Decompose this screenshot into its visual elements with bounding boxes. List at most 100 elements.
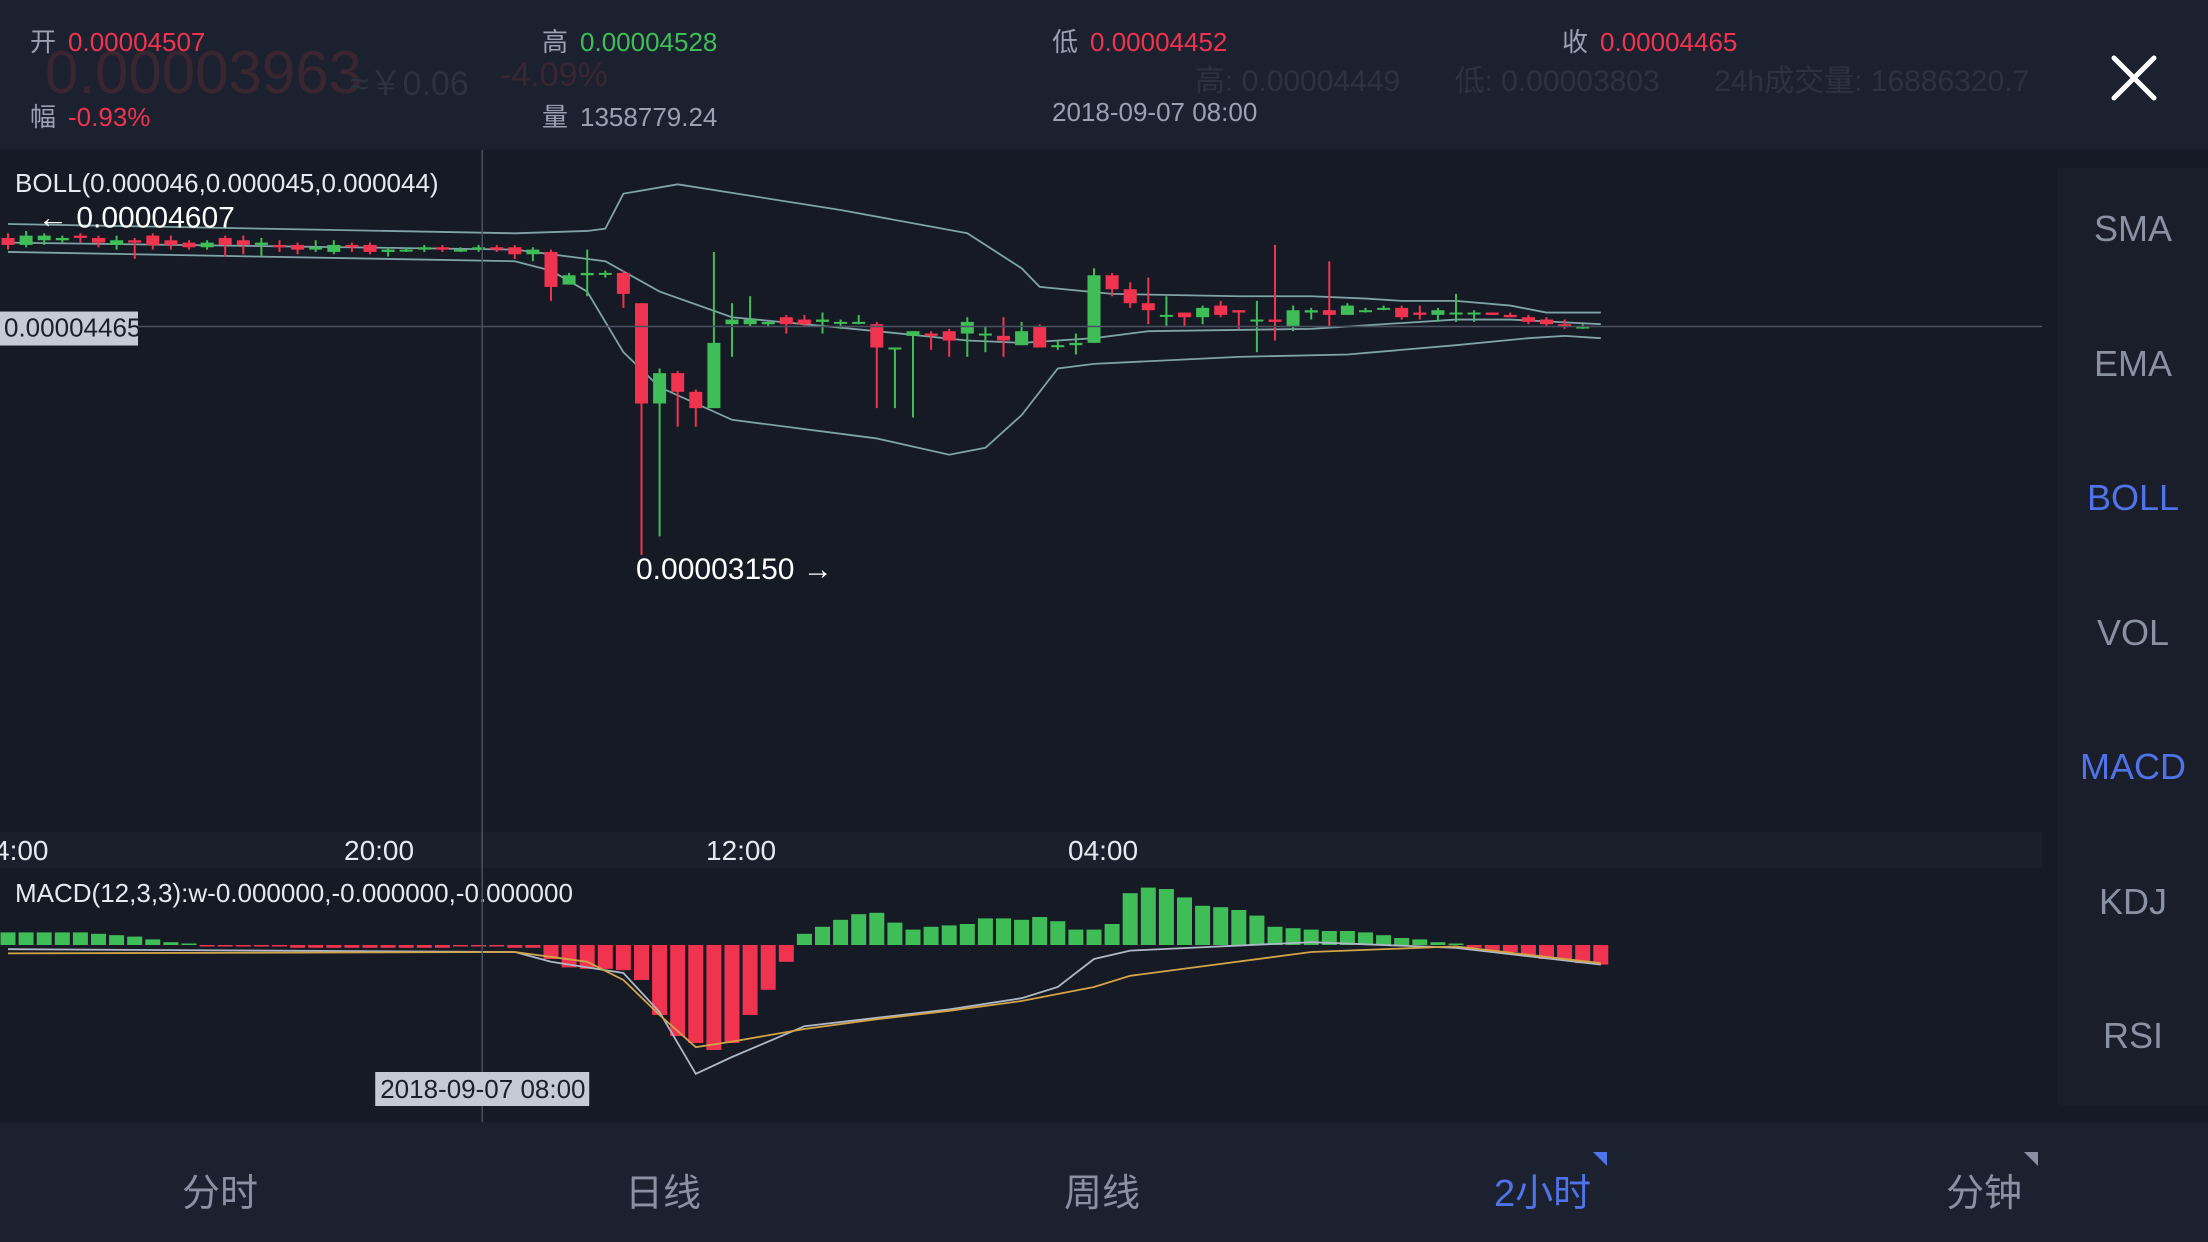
macd-bar [1195, 905, 1211, 945]
candle-body [1268, 319, 1282, 322]
period-timeline-label: 分时 [182, 1173, 259, 1215]
candle-body [834, 321, 848, 324]
candle-body [1449, 312, 1463, 315]
macd-bar [1484, 945, 1500, 951]
candle-body [671, 373, 685, 392]
candle-body [870, 324, 884, 348]
macd-bar [1231, 910, 1247, 945]
macd-bar [1086, 929, 1102, 945]
volume-label: 量 [542, 102, 569, 132]
candle-body [1503, 314, 1517, 318]
macd-bar [1376, 935, 1392, 945]
macd-bar [1068, 929, 1084, 945]
period-weekly[interactable]: 周线 [1064, 1162, 1140, 1217]
candle-body [92, 237, 105, 243]
amplitude-stat: 幅 -0.93% [30, 97, 150, 134]
macd-bar [1285, 928, 1301, 945]
macd-bar [380, 945, 396, 948]
candle-body [1196, 307, 1210, 318]
open-label: 开 [30, 27, 57, 57]
indicator-vol[interactable]: VOL [2096, 612, 2170, 653]
macd-bar [1140, 887, 1156, 945]
candle-body [816, 319, 829, 322]
candle-body [797, 319, 811, 325]
macd-bar [815, 926, 830, 945]
candle-body [1033, 326, 1047, 348]
period-2hour[interactable]: 2小时 [1494, 1152, 1608, 1217]
candle-body [381, 249, 395, 252]
x-tick-label: 4:00 [0, 835, 49, 866]
ghost-low: 低: 0.00003803 [1454, 65, 1660, 98]
candle-body [598, 272, 612, 275]
period-minute-label: 分钟 [1946, 1173, 2023, 1215]
period-weekly-label: 周线 [1064, 1173, 1141, 1215]
indicator-panel: SMA EMA BOLL VOL MACD KDJ RSI [2058, 168, 2208, 1106]
indicator-macd[interactable]: MACD [2080, 746, 2186, 787]
candle-body [1340, 305, 1354, 315]
indicator-kdj[interactable]: KDJ [2098, 881, 2167, 922]
candle-body [1051, 345, 1065, 348]
period-2hour-label: 2小时 [1494, 1173, 1592, 1215]
macd-bar [1104, 924, 1120, 945]
macd-bar [724, 945, 740, 1043]
macd-label: MACD(12,3,3):w-0.000000,-0.000000,-0.000… [15, 878, 573, 908]
high-value: 0.00004528 [580, 27, 718, 57]
macd-bar [833, 919, 849, 945]
indicator-boll[interactable]: BOLL [2086, 477, 2180, 518]
indicator-ema[interactable]: EMA [2093, 343, 2172, 384]
macd-bar [1394, 938, 1410, 945]
candle-body [562, 275, 576, 285]
close-label: 收 [1562, 27, 1589, 57]
low-label: 低 [1052, 27, 1079, 57]
macd-bar [977, 918, 993, 945]
current-price-tag-bg [0, 311, 138, 346]
macd-bar [489, 945, 505, 947]
period-minute[interactable]: 分钟 [1946, 1152, 2039, 1217]
candle-body [1521, 317, 1535, 322]
close-icon[interactable] [2106, 50, 2162, 106]
candle-body [1467, 312, 1481, 315]
macd-bar [54, 932, 70, 945]
macd-bar [145, 939, 161, 945]
candle-body [580, 272, 594, 276]
macd-bar [453, 945, 468, 947]
macd-bar [91, 933, 106, 945]
candle-body [1377, 307, 1391, 310]
indicator-sma[interactable]: SMA [2093, 208, 2172, 249]
ghost-high: 高: 0.00004449 [1195, 65, 1401, 98]
candle-body [19, 235, 33, 245]
macd-bar [434, 945, 450, 948]
macd-bar [471, 945, 487, 947]
period-daily[interactable]: 日线 [625, 1162, 701, 1217]
candle-body [309, 247, 323, 250]
macd-bar [1539, 945, 1554, 959]
candle-body [635, 303, 648, 404]
candle-body [924, 333, 938, 336]
candle-body [1286, 310, 1300, 327]
macd-bar [923, 926, 939, 945]
indicator-rsi[interactable]: RSI [2102, 1015, 2163, 1056]
macd-bar [525, 945, 541, 948]
dropdown-corner-icon [1593, 1152, 1608, 1166]
candle-datetime: 2018-09-07 08:00 [1052, 97, 1258, 127]
macd-bar [869, 912, 885, 945]
macd-bar [109, 935, 125, 945]
candle-body [55, 237, 69, 241]
period-timeline[interactable]: 分时 [182, 1162, 258, 1217]
close-value: 0.00004465 [1600, 27, 1738, 57]
candle-body [1576, 326, 1590, 329]
open-stat: 开 0.00004507 [30, 22, 205, 59]
candle-body [978, 333, 992, 336]
candle-body [526, 249, 540, 255]
ghost-volume: 24h成交量: 16886320.7 [1714, 65, 2030, 98]
candle-body [73, 235, 87, 238]
candle-body [1359, 310, 1372, 313]
macd-bar [72, 932, 88, 945]
kline-chart[interactable]: BOLL(0.000046,0.000045,0.000044) MACD(12… [0, 150, 2058, 1122]
macd-bar [272, 945, 287, 947]
macd-bar [561, 945, 577, 968]
macd-bar [1448, 943, 1464, 945]
ghost-change-percent: -4.09% [500, 56, 608, 94]
volume-value: 1358779.24 [580, 102, 718, 132]
macd-bar [1213, 907, 1229, 945]
